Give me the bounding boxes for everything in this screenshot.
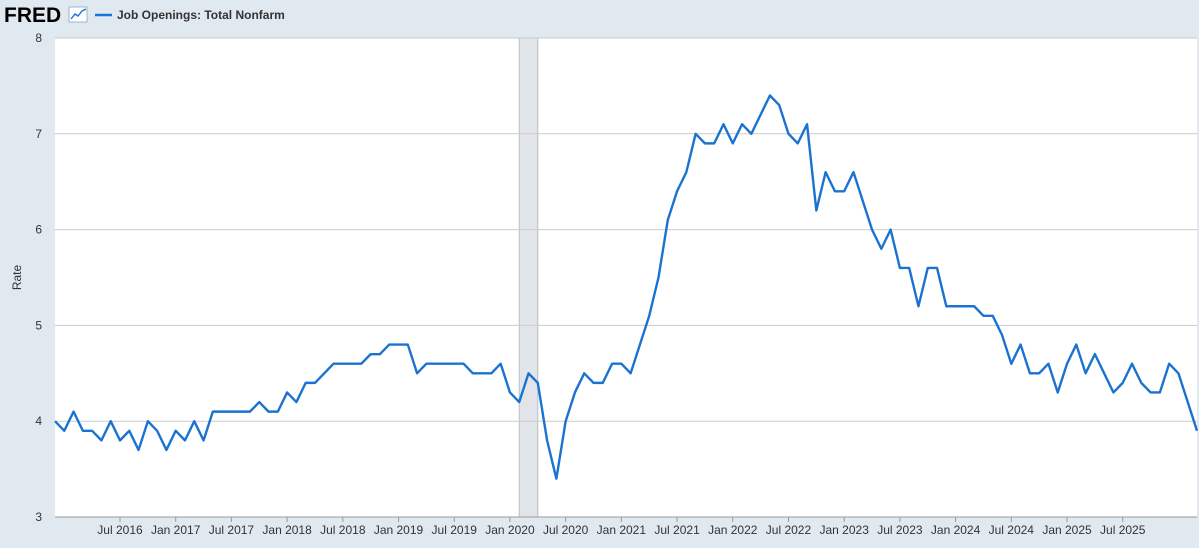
x-tick-label: Jul 2020 [543, 523, 589, 537]
logo-text: FRED [4, 4, 61, 27]
y-tick-label: 5 [35, 318, 42, 332]
x-tick-label: Jan 2022 [708, 523, 758, 537]
y-tick-label: 4 [35, 414, 42, 428]
y-tick-label: 7 [35, 127, 42, 141]
x-tick-label: Jan 2024 [931, 523, 981, 537]
legend[interactable]: Job Openings: Total Nonfarm [95, 8, 285, 22]
y-axis-label: Rate [10, 265, 24, 291]
y-tick-label: 3 [35, 510, 42, 524]
x-tick-label: Jan 2021 [597, 523, 647, 537]
fred-logo[interactable]: FRED [4, 4, 88, 27]
x-tick-label: Jan 2020 [485, 523, 535, 537]
x-tick-label: Jan 2019 [374, 523, 424, 537]
x-tick-label: Jul 2017 [209, 523, 255, 537]
x-tick-label: Jul 2018 [320, 523, 366, 537]
x-tick-label: Jan 2018 [262, 523, 312, 537]
x-tick-label: Jul 2024 [989, 523, 1035, 537]
x-tick-label: Jul 2019 [432, 523, 478, 537]
x-tick-label: Jul 2016 [97, 523, 143, 537]
x-tick-label: Jan 2023 [819, 523, 869, 537]
y-tick-label: 6 [35, 223, 42, 237]
legend-label: Job Openings: Total Nonfarm [117, 8, 285, 22]
series-line [54, 94, 1199, 480]
plot-area [55, 38, 1197, 517]
trend-line-icon [68, 6, 88, 23]
x-tick-label: Jan 2017 [151, 523, 201, 537]
x-tick-label: Jul 2022 [766, 523, 812, 537]
y-tick-label: 8 [35, 31, 42, 45]
x-tick-label: Jul 2023 [877, 523, 923, 537]
x-tick-label: Jan 2025 [1042, 523, 1092, 537]
y-axis-ticks: 3 4 5 6 7 8 [35, 31, 42, 524]
x-tick-label: Jul 2021 [654, 523, 700, 537]
x-tick-label: Jul 2025 [1100, 523, 1146, 537]
x-axis-ticks: Jul 2016 Jan 2017 Jul 2017 Jan 2018 Jul 2018… [97, 517, 1146, 537]
recession-shading [518, 37, 539, 518]
